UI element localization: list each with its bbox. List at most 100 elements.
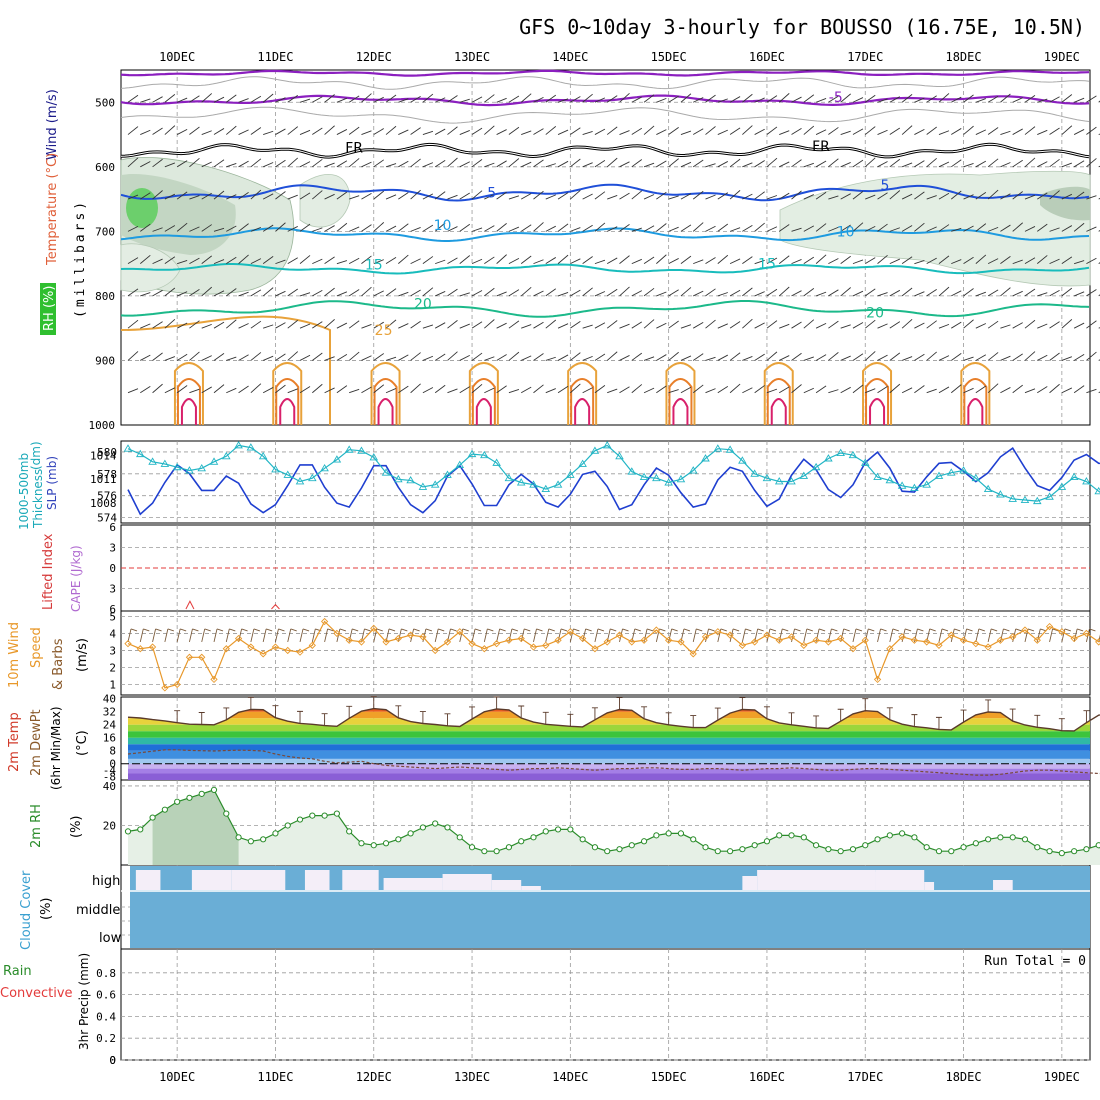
wind10-marker — [566, 628, 574, 636]
wind-barb — [938, 386, 950, 394]
wind-barb — [324, 125, 335, 135]
wind10-marker — [161, 684, 169, 692]
wind-barb — [385, 194, 397, 200]
wind-barb — [1061, 356, 1073, 361]
wind-barb — [127, 94, 139, 103]
rh2m-marker — [346, 828, 353, 835]
wind-barb — [312, 321, 323, 329]
wind10-marker — [886, 645, 894, 653]
wind-barb — [385, 225, 397, 232]
wind-barb — [1061, 387, 1073, 394]
wind-barb — [262, 255, 274, 264]
wind-barb — [901, 287, 913, 297]
wind-barb — [348, 126, 360, 135]
wind10-barb-flag — [511, 628, 519, 632]
temp-color-band — [128, 731, 1090, 738]
wind-barb — [582, 224, 593, 232]
wind-barb — [815, 385, 827, 394]
wind-barb — [1000, 324, 1011, 329]
wind10-barb-flag — [708, 628, 715, 632]
wind-barb — [1012, 97, 1023, 103]
wind-barb — [385, 388, 397, 394]
wind-barb — [1012, 128, 1023, 135]
wind-barb — [951, 352, 962, 361]
wind-barb — [864, 288, 876, 297]
rh2m-marker — [628, 842, 635, 849]
warm-isotherm — [862, 362, 893, 425]
wind-barb — [299, 161, 311, 168]
rh2m-marker — [702, 844, 709, 851]
rh2m-marker — [813, 842, 820, 849]
rh2m-marker — [186, 794, 193, 801]
wind-barb — [324, 256, 335, 265]
wind-barb — [385, 125, 397, 135]
wind-barb — [692, 128, 704, 135]
t2m-minmax-bar — [444, 713, 451, 726]
wind10-marker — [357, 638, 366, 646]
wind-barb — [213, 96, 225, 103]
cloud-low-label: low — [99, 931, 122, 946]
wind10-barb — [311, 628, 316, 643]
wind-barb — [877, 161, 888, 168]
wind10-barb-flag — [487, 628, 494, 632]
wind-barb — [447, 157, 458, 168]
wind-barb — [238, 160, 249, 168]
t2m-minmax-bar — [1034, 714, 1041, 728]
wind-barb — [398, 98, 409, 103]
wind10-barb — [434, 628, 439, 643]
li-tick-label: 3 — [109, 542, 116, 555]
wind-barb — [656, 97, 667, 103]
wind10-barb-flag — [990, 628, 998, 632]
wind-barb — [262, 93, 274, 103]
wind10-barb-flag — [130, 628, 138, 632]
wind-barb — [471, 258, 483, 265]
wind-barb — [766, 195, 778, 200]
wind-barb — [865, 225, 876, 232]
wind-barb — [1049, 258, 1060, 265]
wind-barb — [619, 323, 630, 329]
wind-barb — [348, 351, 360, 361]
rh2m-marker — [530, 834, 537, 841]
warm-isotherm — [967, 398, 984, 425]
wind-barb — [189, 320, 200, 329]
wind-barb — [1086, 195, 1097, 200]
wind10-marker — [431, 646, 439, 655]
wind10-marker — [492, 640, 501, 648]
wind-barb — [1037, 223, 1048, 232]
thickness-marker — [590, 446, 600, 454]
rh2m-marker — [174, 798, 181, 805]
wind-barb — [791, 290, 802, 297]
wind-barb — [729, 227, 741, 232]
wind-barb — [1086, 351, 1097, 361]
wind-barb — [348, 289, 360, 297]
wind-barb — [680, 255, 692, 264]
wind-barb — [520, 93, 532, 103]
wind-barb — [348, 95, 360, 103]
wind-barb — [164, 94, 176, 103]
wind-barb — [471, 159, 483, 168]
wind10-barb — [938, 628, 943, 643]
wind-barb — [422, 387, 434, 394]
wind10-barb-flag — [339, 628, 347, 632]
rh2m-marker — [493, 848, 500, 855]
wind-barb — [299, 354, 311, 361]
wind10-barb-flag — [904, 628, 912, 632]
wind-barb — [422, 162, 434, 168]
wind10-marker — [996, 636, 1005, 644]
isotherm-value-label: 10 — [837, 224, 855, 240]
rh2m-marker — [739, 846, 746, 853]
wind-barb — [606, 288, 618, 297]
wind10-marker — [751, 638, 759, 646]
bottom-date-label: 10DEC — [159, 1070, 195, 1084]
wind-barb — [348, 226, 360, 232]
wind-barb — [385, 319, 397, 329]
wind-barb — [250, 289, 262, 297]
high-cloud-gap — [135, 870, 161, 890]
wind-barb — [815, 160, 827, 168]
precip-labels: Total / Rain Convective 3hr Precip (mm) … — [0, 953, 1086, 1050]
wind-barb — [570, 158, 581, 168]
wind-barb — [1049, 383, 1060, 394]
rh2m-marker — [1046, 848, 1053, 855]
wind-barb — [705, 194, 716, 200]
wind-barb — [852, 259, 864, 265]
